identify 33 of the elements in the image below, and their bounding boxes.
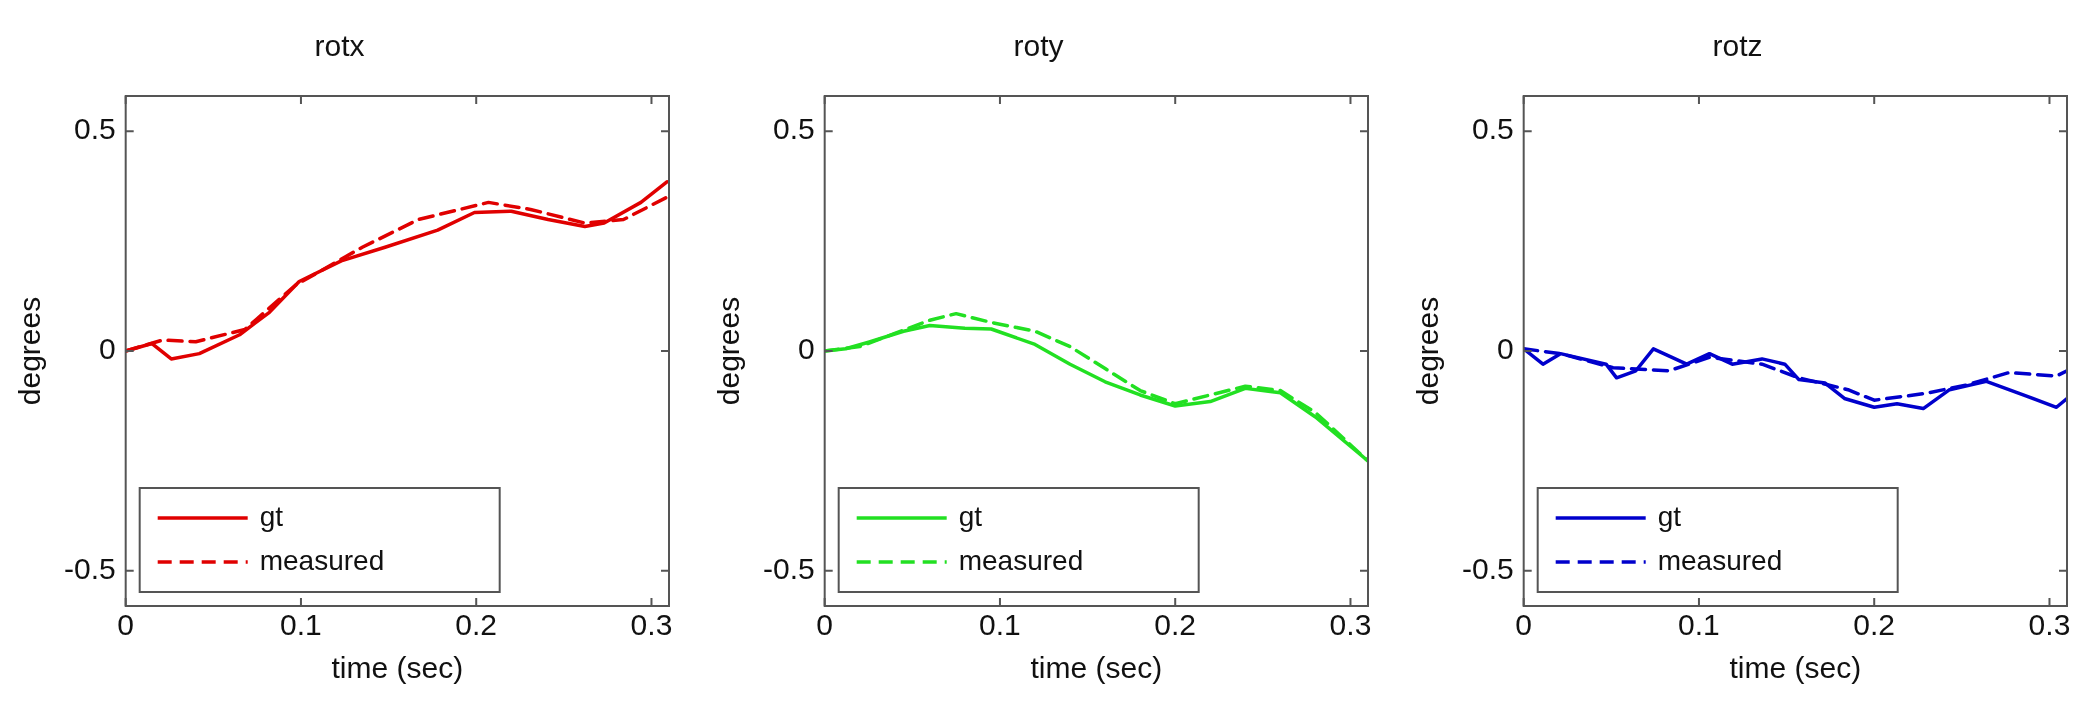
y-tick-label: -0.5 [63, 552, 116, 586]
y-axis-title: degrees [712, 296, 746, 406]
chart-title: rotx [314, 29, 365, 63]
y-axis-title: degrees [13, 296, 47, 406]
x-tick-label: 0.2 [1154, 608, 1197, 642]
legend-label: measured [1657, 544, 1783, 576]
y-tick-label: 0.5 [1471, 112, 1514, 146]
legend-label: measured [259, 544, 385, 576]
y-tick-label: -0.5 [1461, 552, 1514, 586]
y-tick-label: 0 [99, 332, 116, 366]
x-tick-label: 0.1 [280, 608, 322, 642]
x-tick-label: 0.3 [630, 608, 673, 642]
x-tick-label: 0.2 [1853, 608, 1896, 642]
legend-label: gt [1657, 500, 1682, 532]
x-tick-label: 0.1 [1678, 608, 1720, 642]
legend-label: measured [958, 544, 1084, 576]
x-tick-label: 0.3 [2028, 608, 2071, 642]
x-axis-title: time (sec) [1030, 651, 1163, 685]
x-axis-title: time (sec) [331, 651, 464, 685]
y-tick-label: 0.5 [73, 112, 116, 146]
y-tick-label: 0.5 [772, 112, 815, 146]
x-tick-label: 0.3 [1329, 608, 1372, 642]
legend-label: gt [958, 500, 983, 532]
legend-label: gt [259, 500, 284, 532]
y-axis-title: degrees [1411, 296, 1445, 406]
x-tick-label: 0.2 [455, 608, 498, 642]
y-tick-label: 0 [1497, 332, 1514, 366]
x-tick-label: 0.1 [979, 608, 1021, 642]
chart-title: roty [1013, 29, 1064, 63]
x-axis-title: time (sec) [1729, 651, 1862, 685]
chart-title: rotz [1712, 29, 1763, 63]
y-tick-label: -0.5 [762, 552, 815, 586]
y-tick-label: 0 [798, 332, 815, 366]
